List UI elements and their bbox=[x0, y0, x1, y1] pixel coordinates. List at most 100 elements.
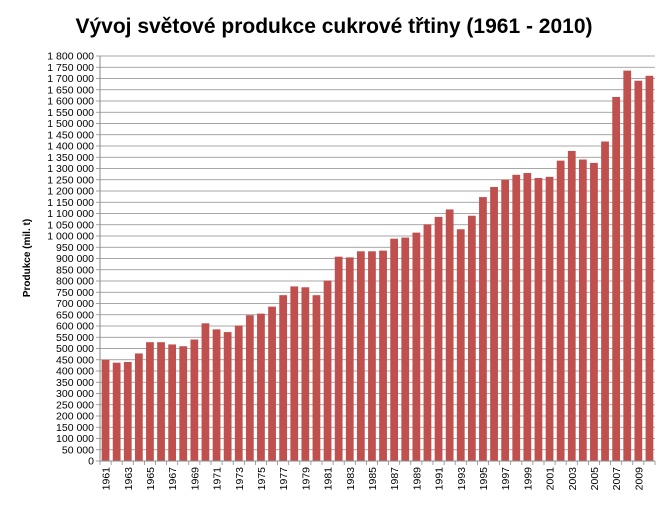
x-tick-label: 1995 bbox=[478, 467, 490, 491]
bar-1983 bbox=[345, 257, 354, 462]
chart-title: Vývoj světové produkce cukrové třtiny (1… bbox=[75, 15, 592, 38]
y-tick-label: 1 400 000 bbox=[47, 141, 94, 153]
y-tick-label: 650 000 bbox=[56, 309, 94, 321]
x-tick-label: 1961 bbox=[101, 467, 113, 491]
bar-1991 bbox=[434, 216, 443, 462]
bar-2001 bbox=[545, 176, 554, 461]
bar-2006 bbox=[601, 141, 609, 461]
x-tick-label: 1989 bbox=[411, 467, 423, 491]
bar-1990 bbox=[423, 224, 432, 461]
bar-1995 bbox=[479, 197, 487, 461]
y-tick-label: 700 000 bbox=[56, 298, 94, 310]
bar-2004 bbox=[578, 159, 587, 461]
y-tick-label: 350 000 bbox=[56, 377, 94, 389]
bar-2010 bbox=[645, 75, 654, 462]
y-tick-label: 1 250 000 bbox=[47, 174, 94, 186]
bar-1962 bbox=[112, 362, 121, 461]
y-tick-label: 1 750 000 bbox=[47, 62, 94, 74]
bar-1986 bbox=[379, 250, 387, 461]
bar-1967 bbox=[168, 344, 177, 461]
x-tick-label: 2001 bbox=[545, 467, 557, 491]
bar-1961 bbox=[101, 359, 110, 461]
bar-1989 bbox=[412, 232, 421, 462]
bar-2009 bbox=[634, 80, 643, 461]
bar-1964 bbox=[134, 353, 143, 461]
x-tick-label: 1999 bbox=[522, 467, 534, 491]
bar-1994 bbox=[467, 215, 476, 461]
x-tick-label: 1997 bbox=[500, 467, 512, 491]
x-tick-label: 1977 bbox=[278, 467, 290, 491]
bar-1984 bbox=[356, 251, 365, 461]
x-tick-label: 1975 bbox=[256, 467, 268, 491]
bar-1974 bbox=[245, 315, 254, 461]
bar-1979 bbox=[301, 287, 310, 461]
bar-1972 bbox=[223, 332, 232, 461]
x-tick-label: 1981 bbox=[323, 467, 335, 491]
y-tick-label: 1 200 000 bbox=[47, 186, 94, 198]
y-tick-label: 1 700 000 bbox=[47, 73, 94, 85]
y-tick-label: 1 100 000 bbox=[47, 208, 94, 220]
x-tick-label: 2005 bbox=[589, 467, 601, 491]
bar-1977 bbox=[279, 295, 288, 461]
y-tick-label: 600 000 bbox=[56, 321, 94, 333]
y-tick-label: 1 300 000 bbox=[47, 163, 94, 175]
y-tick-label: 0 bbox=[88, 456, 94, 468]
x-tick-label: 1979 bbox=[300, 467, 312, 491]
bar-1971 bbox=[212, 329, 221, 462]
x-tick-label: 1965 bbox=[145, 467, 157, 491]
x-tick-label: 2007 bbox=[611, 467, 623, 491]
x-tick-label: 1963 bbox=[123, 467, 135, 491]
y-tick-label: 100 000 bbox=[56, 433, 94, 445]
y-tick-label: 1 050 000 bbox=[47, 219, 94, 231]
y-tick-label: 150 000 bbox=[56, 422, 94, 434]
x-tick-label: 1969 bbox=[189, 467, 201, 491]
y-tick-label: 500 000 bbox=[56, 343, 94, 355]
axes bbox=[99, 56, 656, 465]
x-tick-label: 1967 bbox=[167, 467, 179, 491]
bar-1969 bbox=[190, 339, 199, 461]
y-tick-label: 950 000 bbox=[56, 242, 94, 254]
y-tick-label: 200 000 bbox=[56, 411, 94, 423]
y-tick-label: 450 000 bbox=[56, 354, 94, 366]
y-tick-label: 1 150 000 bbox=[47, 197, 94, 209]
bar-1987 bbox=[390, 238, 399, 461]
y-tick-label: 1 650 000 bbox=[47, 84, 94, 96]
y-tick-label: 1 450 000 bbox=[47, 129, 94, 141]
bar-1963 bbox=[123, 362, 132, 461]
bar-2003 bbox=[567, 150, 576, 461]
bar-1998 bbox=[512, 174, 521, 462]
bar-2002 bbox=[556, 160, 565, 462]
x-tick-label: 1983 bbox=[345, 467, 357, 491]
bar-1973 bbox=[234, 325, 243, 461]
y-tick-label: 250 000 bbox=[56, 399, 94, 411]
y-tick-label: 800 000 bbox=[56, 276, 94, 288]
y-tick-label: 1 800 000 bbox=[47, 51, 94, 63]
y-tick-label: 850 000 bbox=[56, 264, 94, 276]
bar-2005 bbox=[590, 162, 598, 462]
y-tick-label: 550 000 bbox=[56, 332, 94, 344]
y-tick-label: 1 600 000 bbox=[47, 96, 94, 108]
bar-1976 bbox=[268, 306, 276, 461]
x-tick-label: 1985 bbox=[367, 467, 379, 491]
y-tick-label: 1 000 000 bbox=[47, 231, 94, 243]
x-tick-labels: 1961 1963 1965 1967 1969 1971 1973 1975 1977 1979… bbox=[101, 467, 646, 491]
y-axis-label: Produkce (mil. t) bbox=[22, 219, 33, 297]
y-tick-label: 750 000 bbox=[56, 287, 94, 299]
bar-1982 bbox=[334, 256, 343, 461]
bar-1985 bbox=[368, 251, 376, 461]
x-tick-label: 2009 bbox=[633, 467, 645, 491]
bar-1981 bbox=[323, 280, 332, 461]
bar-1999 bbox=[523, 173, 532, 461]
bar-1968 bbox=[179, 346, 188, 461]
x-tick-label: 1991 bbox=[434, 467, 446, 491]
bar-1997 bbox=[501, 179, 510, 461]
y-tick-label: 1 550 000 bbox=[47, 107, 94, 119]
bars bbox=[101, 70, 654, 462]
bar-2000 bbox=[534, 177, 543, 461]
y-tick-label: 50 000 bbox=[62, 444, 94, 456]
bar-1988 bbox=[401, 237, 410, 461]
x-tick-label: 2003 bbox=[567, 467, 579, 491]
x-tick-label: 1993 bbox=[456, 467, 468, 491]
